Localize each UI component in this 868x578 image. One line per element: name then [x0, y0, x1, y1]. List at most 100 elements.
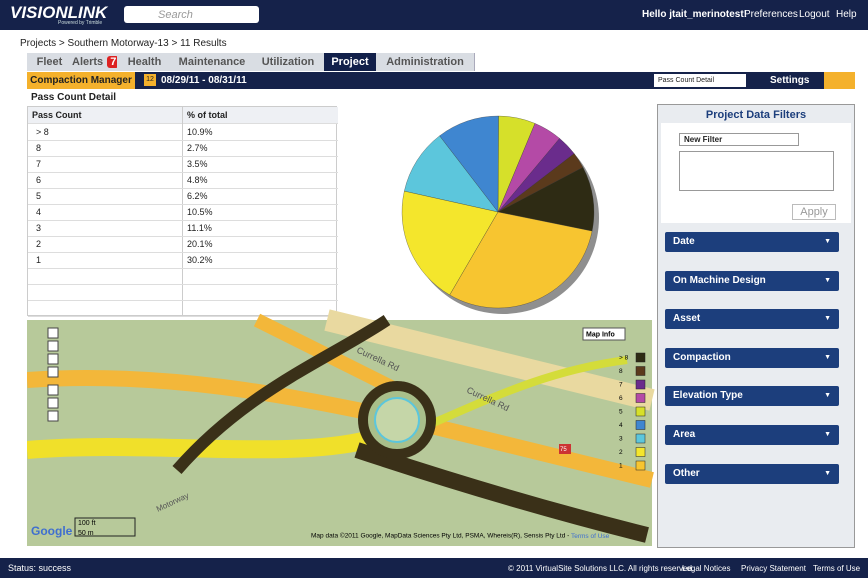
- filter-section[interactable]: Asset ▼: [665, 309, 839, 330]
- settings-button[interactable]: Settings: [770, 75, 810, 86]
- tab[interactable]: Utilization: [252, 53, 325, 71]
- filter-section[interactable]: Other ▼: [665, 463, 839, 484]
- legend-swatch: [635, 352, 646, 363]
- scale-m: 50 m: [78, 530, 94, 537]
- tab[interactable]: Maintenance: [172, 53, 253, 71]
- legend-swatch: [635, 393, 646, 403]
- tab-label: Utilization: [261, 56, 315, 68]
- help-link[interactable]: Help: [836, 9, 857, 20]
- view-select[interactable]: Pass Count Detail: [654, 74, 746, 87]
- toolbar: Compaction Manager 12 08/29/11 - 08/31/1…: [27, 72, 855, 89]
- map-control[interactable]: [47, 384, 59, 396]
- legend-label: 4: [619, 422, 623, 429]
- table-row: 4 10.5%: [28, 204, 338, 221]
- arrow: ▼: [824, 238, 831, 245]
- tab[interactable]: Alerts 7: [72, 53, 120, 71]
- header-bar: VISIONLINK Powered by Trimble Search Hel…: [0, 0, 868, 30]
- map-control[interactable]: [47, 410, 59, 422]
- legend-label: 7: [619, 382, 623, 389]
- map-control[interactable]: [47, 340, 59, 352]
- legend-label: 5: [619, 409, 623, 416]
- arrow: ▼: [824, 276, 831, 284]
- breadcrumb: Projects > Southern Motorway-13 > 11 Res…: [20, 38, 227, 49]
- tab[interactable]: Health: [117, 53, 173, 71]
- table-row: > 8 10.9%: [28, 124, 338, 141]
- tab-label: Alerts: [72, 56, 104, 68]
- cell: 8: [36, 143, 42, 153]
- table-row: 2 20.1%: [28, 236, 338, 253]
- status-text: Status: success: [8, 563, 72, 573]
- map-control[interactable]: [47, 353, 59, 365]
- cell: 10.9%: [187, 127, 213, 137]
- cell: 3.5%: [187, 159, 208, 169]
- map-info-label: Map Info: [586, 331, 615, 338]
- arrow: ▼: [824, 315, 831, 323]
- legend-swatch: [635, 460, 646, 471]
- search-box[interactable]: Search: [124, 6, 259, 23]
- cell: 6: [36, 175, 42, 185]
- privacy-link[interactable]: Privacy Statement: [741, 564, 806, 573]
- roundabout-inner: [374, 397, 420, 443]
- filter-text[interactable]: [679, 151, 834, 191]
- map-control[interactable]: [47, 327, 59, 339]
- pie-slice: [497, 167, 595, 232]
- cell: 4: [36, 207, 42, 217]
- cell: 30.2%: [187, 255, 213, 265]
- filter-section[interactable]: On Machine Design ▼: [665, 270, 839, 291]
- legend-label: 2: [619, 449, 623, 456]
- col-header: % of total: [187, 110, 228, 120]
- tab-label: Project: [331, 56, 369, 68]
- date-range[interactable]: 08/29/11 - 08/31/11: [161, 75, 247, 86]
- cell: 1: [36, 255, 42, 265]
- legal-link[interactable]: Legal Notices: [682, 564, 731, 573]
- road: [27, 431, 370, 459]
- panel-title: Project Data Filters: [705, 109, 807, 121]
- apply-button[interactable]: Apply: [792, 204, 836, 220]
- shield: [559, 444, 571, 454]
- pref-link[interactable]: Preferences: [744, 9, 798, 20]
- tab-label: Administration: [386, 56, 464, 68]
- pie-slice: [401, 190, 499, 296]
- legend-swatch: [635, 420, 646, 430]
- shield-label: 75: [560, 447, 567, 453]
- map-info: [582, 327, 626, 341]
- greeting: Hello jtait_merinotest!: [642, 9, 748, 20]
- table-row: 6 4.8%: [28, 172, 338, 189]
- cell: 10.5%: [187, 207, 213, 217]
- search-placeholder: Search: [158, 9, 193, 21]
- table-row: [28, 268, 338, 285]
- filter-section[interactable]: Date ▼: [665, 232, 839, 252]
- logout-link[interactable]: Logout: [799, 9, 830, 20]
- section-title: Pass Count Detail: [31, 92, 117, 103]
- pie-slice: [449, 211, 593, 309]
- menu-button[interactable]: [824, 72, 855, 89]
- calendar-icon[interactable]: 12: [144, 74, 156, 86]
- terms-link[interactable]: Terms of Use: [571, 533, 610, 540]
- road: [324, 309, 655, 411]
- module-label[interactable]: Compaction Manager: [27, 72, 135, 89]
- map-control[interactable]: [47, 366, 59, 378]
- table-row: 8 2.7%: [28, 140, 338, 157]
- tab[interactable]: Fleet: [27, 53, 73, 71]
- col-header: Pass Count: [32, 110, 82, 120]
- filter-section[interactable]: Area ▼: [665, 425, 839, 445]
- arrow: ▼: [824, 392, 831, 400]
- tab-label: Maintenance: [178, 56, 246, 68]
- arrow: ▼: [824, 353, 831, 361]
- tab[interactable]: Administration: [376, 53, 475, 71]
- filter-section[interactable]: Elevation Type ▼: [665, 386, 839, 407]
- legend-label: 6: [619, 395, 623, 402]
- cell: 7: [36, 159, 42, 169]
- filter-select[interactable]: New Filter: [679, 133, 799, 146]
- map-control[interactable]: [47, 397, 59, 409]
- table-row: 7 3.5%: [28, 156, 338, 173]
- filter-section[interactable]: Compaction ▼: [665, 347, 839, 368]
- status-bar: Status: success © 2011 VirtualSite Solut…: [0, 558, 868, 578]
- terms-link[interactable]: Terms of Use: [813, 564, 861, 573]
- legend-label: 1: [619, 463, 623, 470]
- google-logo: Google: [31, 524, 73, 538]
- scale-ft: 100 ft: [78, 520, 96, 527]
- tab[interactable]: Project: [324, 53, 377, 71]
